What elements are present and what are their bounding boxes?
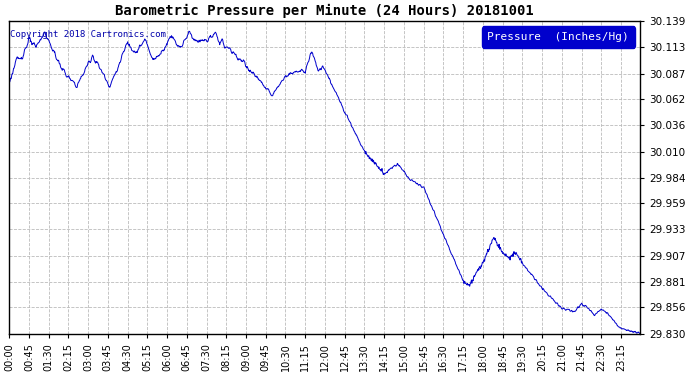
Title: Barometric Pressure per Minute (24 Hours) 20181001: Barometric Pressure per Minute (24 Hours… xyxy=(115,4,534,18)
Text: Copyright 2018 Cartronics.com: Copyright 2018 Cartronics.com xyxy=(10,30,166,39)
Legend: Pressure  (Inches/Hg): Pressure (Inches/Hg) xyxy=(482,26,635,48)
